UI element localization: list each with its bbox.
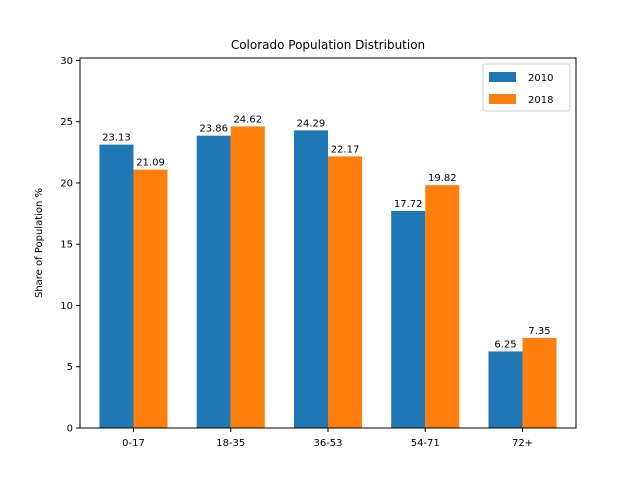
legend-label-2018: 2018 xyxy=(528,95,553,106)
x-axis: 0-17 18-35 36-53 54-71 72+ xyxy=(122,428,533,449)
legend-swatch-2010 xyxy=(489,72,516,82)
x-tick-label-54-71: 54-71 xyxy=(411,438,440,449)
data-label-2010-36-53: 24.29 xyxy=(297,118,326,129)
bar-2018-0-17 xyxy=(133,169,168,428)
data-label-2010-0-17: 23.13 xyxy=(102,133,131,144)
bar-2010-0-17 xyxy=(99,144,134,428)
y-tick-label: 5 xyxy=(67,362,73,373)
y-tick-label: 25 xyxy=(60,117,73,128)
data-label-2010-54-71: 17.72 xyxy=(394,199,423,210)
data-label-2018-18-35: 24.62 xyxy=(233,114,262,125)
x-tick-label-36-53: 36-53 xyxy=(313,438,342,449)
bars-group xyxy=(99,126,557,429)
x-tick-label-0-17: 0-17 xyxy=(122,438,145,449)
y-tick-label: 0 xyxy=(67,424,73,435)
data-label-2018-72+: 7.35 xyxy=(528,326,550,337)
chart-title: Colorado Population Distribution xyxy=(231,38,425,52)
data-label-2018-0-17: 21.09 xyxy=(136,158,165,169)
bar-2018-54-71 xyxy=(425,185,460,428)
bar-2018-18-35 xyxy=(230,126,265,429)
x-tick-label-18-35: 18-35 xyxy=(216,438,245,449)
data-labels-group: 23.13 23.86 24.29 17.72 6.25 21.09 24.62 22.17 1… xyxy=(102,114,551,350)
data-label-2010-18-35: 23.86 xyxy=(199,124,228,135)
bar-2010-72+ xyxy=(488,351,523,428)
data-label-2010-72+: 6.25 xyxy=(494,339,516,350)
y-axis-title: Share of Population % xyxy=(34,188,45,298)
y-tick-label: 30 xyxy=(60,56,73,67)
bar-2018-72+ xyxy=(522,337,557,428)
data-label-2018-54-71: 19.82 xyxy=(428,173,457,184)
bar-2018-36-53 xyxy=(328,156,363,428)
data-label-2018-36-53: 22.17 xyxy=(331,144,360,155)
legend: 2010 2018 xyxy=(482,63,571,112)
bar-2010-54-71 xyxy=(391,210,426,428)
bar-2010-36-53 xyxy=(293,130,328,428)
legend-label-2010: 2010 xyxy=(528,73,553,84)
y-tick-label: 15 xyxy=(60,240,73,251)
x-tick-label-72+: 72+ xyxy=(512,438,533,449)
plot-frame xyxy=(79,57,577,429)
bar-2010-18-35 xyxy=(196,135,231,429)
y-tick-label: 20 xyxy=(60,178,73,189)
legend-swatch-2018 xyxy=(489,94,516,104)
y-tick-label: 10 xyxy=(60,301,73,312)
y-axis: 0 5 10 15 20 25 30 xyxy=(60,56,80,435)
